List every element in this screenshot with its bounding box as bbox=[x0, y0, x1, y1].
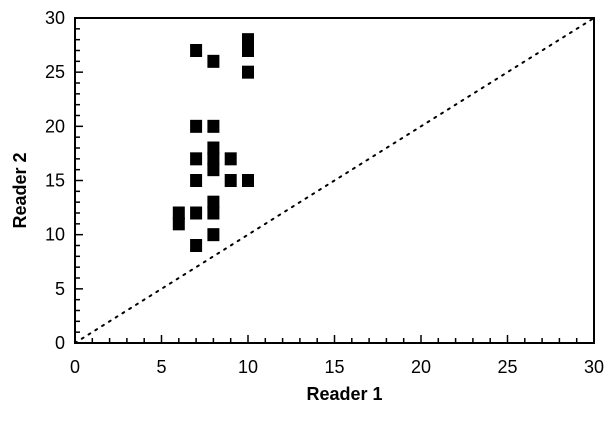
data-point bbox=[207, 54, 220, 68]
data-point bbox=[242, 33, 254, 47]
x-tick-label: 25 bbox=[497, 357, 517, 377]
x-tick-label: 0 bbox=[70, 357, 80, 377]
data-point bbox=[224, 174, 237, 187]
data-point bbox=[190, 174, 203, 187]
data-point bbox=[242, 174, 254, 187]
data-point bbox=[207, 163, 220, 177]
x-tick-label: 30 bbox=[584, 357, 604, 377]
x-tick-label: 10 bbox=[238, 357, 258, 377]
data-point bbox=[224, 152, 237, 166]
data-point bbox=[190, 119, 203, 133]
y-tick-label: 15 bbox=[45, 171, 65, 191]
x-axis-title: Reader 1 bbox=[306, 384, 382, 404]
y-tick-label: 20 bbox=[45, 116, 65, 136]
data-point bbox=[242, 65, 254, 79]
data-point bbox=[172, 206, 185, 220]
x-tick-label: 15 bbox=[324, 357, 344, 377]
y-tick-label: 10 bbox=[45, 225, 65, 245]
x-tick-label: 20 bbox=[411, 357, 431, 377]
data-point bbox=[207, 141, 220, 155]
y-tick-label: 5 bbox=[55, 279, 65, 299]
y-tick-label: 25 bbox=[45, 62, 65, 82]
data-point bbox=[207, 119, 220, 133]
data-point bbox=[242, 44, 254, 57]
x-tick-label: 5 bbox=[156, 357, 166, 377]
y-tick-label: 0 bbox=[55, 333, 65, 353]
data-point bbox=[207, 152, 220, 166]
data-point bbox=[190, 152, 203, 166]
data-point bbox=[190, 206, 203, 220]
data-point bbox=[207, 228, 220, 242]
data-point bbox=[190, 44, 203, 57]
data-point bbox=[207, 206, 220, 220]
identity-reference-line bbox=[74, 17, 595, 344]
y-tick-label: 30 bbox=[45, 8, 65, 28]
data-point bbox=[172, 217, 185, 231]
data-point bbox=[207, 195, 220, 209]
data-point bbox=[190, 239, 203, 252]
y-axis-title: Reader 2 bbox=[10, 152, 30, 228]
